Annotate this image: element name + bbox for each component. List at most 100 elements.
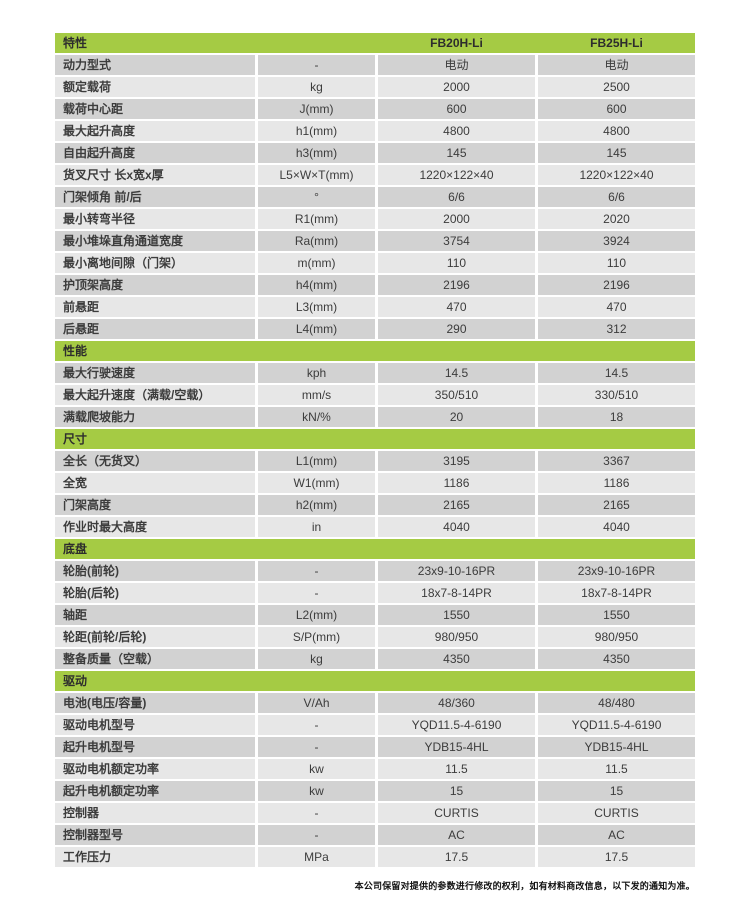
table-row: 自由起升高度 h3(mm) 145 145 — [55, 143, 695, 163]
row-value-cell-fb20: 4350 — [378, 649, 535, 669]
row-value-cell-fb25: 4800 — [538, 121, 695, 141]
row-value-cell-fb25: 312 — [538, 319, 695, 339]
row-unit-cell: J(mm) — [258, 99, 375, 119]
row-unit-cell: kN/% — [258, 407, 375, 427]
row-label-cell: 最大起升高度 — [55, 121, 255, 141]
table-row: 最大行驶速度 kph 14.5 14.5 — [55, 363, 695, 383]
row-label-cell: 轮距(前轮/后轮) — [55, 627, 255, 647]
section-header: 性能 — [55, 341, 695, 361]
section-header: 尺寸 — [55, 429, 695, 449]
row-unit-cell: m(mm) — [258, 253, 375, 273]
row-label-cell: 动力型式 — [55, 55, 255, 75]
row-unit-cell: S/P(mm) — [258, 627, 375, 647]
table-row: 货叉尺寸 长x宽x厚 L5×W×T(mm) 1220×122×40 1220×122×… — [55, 165, 695, 185]
row-value-cell-fb20: 2000 — [378, 209, 535, 229]
row-unit-cell: - — [258, 561, 375, 581]
row-unit-cell: h2(mm) — [258, 495, 375, 515]
row-unit-cell: MPa — [258, 847, 375, 867]
row-value-cell-fb25: 2020 — [538, 209, 695, 229]
section-header: 底盘 — [55, 539, 695, 559]
row-unit-cell: kw — [258, 759, 375, 779]
row-value-cell-fb20: CURTIS — [378, 803, 535, 823]
row-value-cell-fb25: 11.5 — [538, 759, 695, 779]
table-row: 最小转弯半径 R1(mm) 2000 2020 — [55, 209, 695, 229]
row-value-cell-fb20: 290 — [378, 319, 535, 339]
row-label-cell: 起升电机额定功率 — [55, 781, 255, 801]
footer-disclaimer: 本公司保留对提供的参数进行修改的权利，如有材料商改信息，以下发的通知为准。 — [354, 881, 695, 891]
table-row: 载荷中心距 J(mm) 600 600 — [55, 99, 695, 119]
row-unit-cell: kg — [258, 649, 375, 669]
row-value-cell-fb20: AC — [378, 825, 535, 845]
row-value-cell-fb25: 2165 — [538, 495, 695, 515]
row-label-cell: 最大起升速度（满载/空载） — [55, 385, 255, 405]
row-unit-cell: h3(mm) — [258, 143, 375, 163]
table-row: 作业时最大高度 in 4040 4040 — [55, 517, 695, 537]
table-row: 整备质量（空载） kg 4350 4350 — [55, 649, 695, 669]
row-label-cell: 最小转弯半径 — [55, 209, 255, 229]
row-value-cell-fb25: 470 — [538, 297, 695, 317]
row-value-cell-fb25: 15 — [538, 781, 695, 801]
spec-table: 特性 FB20H-Li FB25H-Li 动力型式 - 电动 电动 额定载荷 kg 2000… — [55, 33, 695, 869]
row-value-cell-fb25: 980/950 — [538, 627, 695, 647]
row-unit-cell: - — [258, 715, 375, 735]
row-value-cell-fb25: 330/510 — [538, 385, 695, 405]
header-model-fb20h-li: FB20H-Li — [430, 36, 483, 50]
row-label-cell: 工作压力 — [55, 847, 255, 867]
table-row: 控制器型号 - AC AC — [55, 825, 695, 845]
row-unit-cell: in — [258, 517, 375, 537]
row-label-cell: 货叉尺寸 长x宽x厚 — [55, 165, 255, 185]
row-value-cell-fb25: 6/6 — [538, 187, 695, 207]
table-row: 前悬距 L3(mm) 470 470 — [55, 297, 695, 317]
header-unit-cell — [258, 33, 375, 53]
row-value-cell-fb25: 4350 — [538, 649, 695, 669]
row-value-cell-fb25: 23x9-10-16PR — [538, 561, 695, 581]
row-unit-cell: kph — [258, 363, 375, 383]
row-value-cell-fb20: 23x9-10-16PR — [378, 561, 535, 581]
row-value-cell-fb20: 3195 — [378, 451, 535, 471]
row-value-cell-fb25: 2196 — [538, 275, 695, 295]
row-unit-cell: - — [258, 737, 375, 757]
row-unit-cell: R1(mm) — [258, 209, 375, 229]
table-row: 电池(电压/容量) V/Ah 48/360 48/480 — [55, 693, 695, 713]
row-value-cell-fb20: 600 — [378, 99, 535, 119]
row-unit-cell: kw — [258, 781, 375, 801]
table-row: 起升电机型号 - YDB15-4HL YDB15-4HL — [55, 737, 695, 757]
row-label-cell: 后悬距 — [55, 319, 255, 339]
row-value-cell-fb20: 2165 — [378, 495, 535, 515]
table-row: 轮胎(后轮) -18x7-8-14PR 18x7-8-14PR — [55, 583, 695, 603]
row-label-cell: 作业时最大高度 — [55, 517, 255, 537]
row-value-cell-fb20: 6/6 — [378, 187, 535, 207]
row-unit-cell: - — [258, 55, 375, 75]
row-value-cell-fb25: 3924 — [538, 231, 695, 251]
row-value-cell-fb20: 2196 — [378, 275, 535, 295]
row-value-cell-fb25: 1186 — [538, 473, 695, 493]
row-value-cell-fb25: YQD11.5-4-6190 — [538, 715, 695, 735]
row-label-cell: 电池(电压/容量) — [55, 693, 255, 713]
row-unit-cell: h1(mm) — [258, 121, 375, 141]
table-row: 全宽 W1(mm) 1186 1186 — [55, 473, 695, 493]
row-value-cell-fb20: 980/950 — [378, 627, 535, 647]
table-header-row: 特性 FB20H-Li FB25H-Li — [55, 33, 695, 53]
row-value-cell-fb25: 48/480 — [538, 693, 695, 713]
table-row: 全长（无货叉） L1(mm) 3195 3367 — [55, 451, 695, 471]
row-value-cell-fb25: 18x7-8-14PR — [538, 583, 695, 603]
row-value-cell-fb20: YDB15-4HL — [378, 737, 535, 757]
row-label-cell: 最大行驶速度 — [55, 363, 255, 383]
row-value-cell-fb20: 1550 — [378, 605, 535, 625]
row-value-cell-fb25: 1550 — [538, 605, 695, 625]
table-row: 驱动电机型号 - YQD11.5-4-6190 YQD11.5-4-6190 — [55, 715, 695, 735]
row-unit-cell: mm/s — [258, 385, 375, 405]
row-unit-cell: V/Ah — [258, 693, 375, 713]
row-value-cell-fb25: 4040 — [538, 517, 695, 537]
table-row: 额定载荷 kg 2000 2500 — [55, 77, 695, 97]
table-row: 门架倾角 前/后 ° 6/6 6/6 — [55, 187, 695, 207]
header-feature-label: 特性 — [63, 36, 88, 50]
row-unit-cell: ° — [258, 187, 375, 207]
row-unit-cell: - — [258, 583, 375, 603]
table-body: 动力型式 - 电动 电动 额定载荷 kg 2000 2500 载荷中心距 J(mm) 600 600 最… — [55, 55, 695, 867]
row-value-cell-fb20: 110 — [378, 253, 535, 273]
row-value-cell-fb25: 110 — [538, 253, 695, 273]
row-value-cell-fb20: 2000 — [378, 77, 535, 97]
row-label-cell: 最小堆垛直角通道宽度 — [55, 231, 255, 251]
row-unit-cell: W1(mm) — [258, 473, 375, 493]
